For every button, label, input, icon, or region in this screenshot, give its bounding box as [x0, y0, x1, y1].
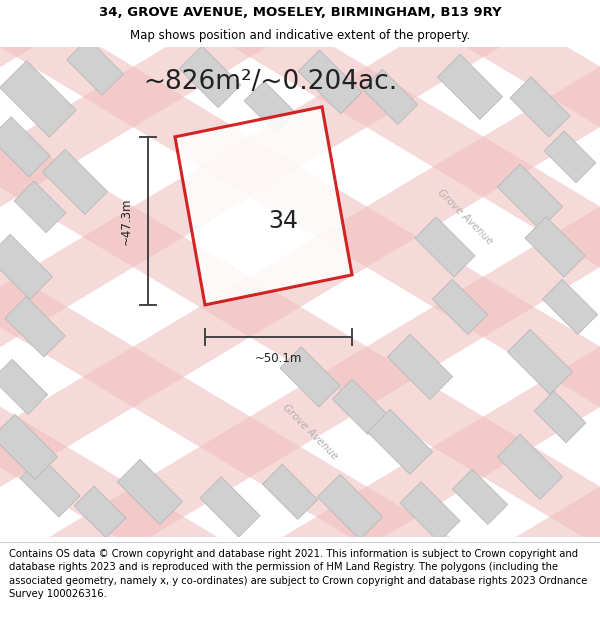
Text: Contains OS data © Crown copyright and database right 2021. This information is : Contains OS data © Crown copyright and d…	[9, 549, 587, 599]
Polygon shape	[298, 50, 362, 114]
Text: Grove Avenue: Grove Avenue	[436, 188, 494, 246]
Polygon shape	[437, 54, 503, 119]
Polygon shape	[497, 434, 563, 499]
Polygon shape	[544, 131, 596, 182]
Polygon shape	[0, 0, 600, 379]
Polygon shape	[332, 379, 388, 434]
Polygon shape	[0, 0, 600, 179]
Polygon shape	[0, 374, 600, 625]
Polygon shape	[0, 94, 600, 625]
Polygon shape	[415, 217, 475, 277]
Polygon shape	[0, 0, 600, 519]
Polygon shape	[534, 391, 586, 442]
Polygon shape	[317, 474, 383, 539]
Text: Grove Avenue: Grove Avenue	[280, 402, 340, 461]
Polygon shape	[0, 234, 600, 625]
Polygon shape	[67, 39, 123, 95]
Polygon shape	[43, 149, 107, 214]
Polygon shape	[525, 217, 585, 277]
Polygon shape	[433, 279, 488, 334]
Polygon shape	[0, 434, 600, 625]
Polygon shape	[0, 0, 600, 599]
Polygon shape	[497, 164, 563, 229]
Polygon shape	[0, 294, 600, 625]
Polygon shape	[400, 482, 460, 542]
Polygon shape	[175, 107, 352, 305]
Text: ~50.1m: ~50.1m	[255, 352, 302, 366]
Polygon shape	[0, 61, 76, 137]
Polygon shape	[362, 69, 418, 124]
Polygon shape	[0, 0, 600, 239]
Polygon shape	[0, 14, 600, 625]
Polygon shape	[0, 0, 600, 39]
Polygon shape	[262, 464, 317, 519]
Polygon shape	[0, 154, 600, 625]
Polygon shape	[200, 477, 260, 537]
Polygon shape	[0, 0, 600, 319]
Polygon shape	[0, 414, 58, 479]
Polygon shape	[0, 359, 47, 414]
Polygon shape	[452, 469, 508, 524]
Polygon shape	[0, 514, 600, 625]
Polygon shape	[0, 0, 600, 459]
Polygon shape	[388, 334, 452, 399]
Polygon shape	[0, 574, 600, 625]
Polygon shape	[118, 459, 182, 524]
Polygon shape	[508, 329, 572, 394]
Polygon shape	[74, 486, 126, 538]
Polygon shape	[367, 409, 433, 474]
Polygon shape	[179, 46, 241, 108]
Polygon shape	[244, 81, 296, 132]
Text: Map shows position and indicative extent of the property.: Map shows position and indicative extent…	[130, 29, 470, 42]
Polygon shape	[0, 117, 50, 177]
Polygon shape	[510, 77, 570, 137]
Polygon shape	[5, 297, 65, 357]
Text: 34: 34	[269, 209, 299, 233]
Polygon shape	[0, 234, 53, 299]
Polygon shape	[20, 457, 80, 517]
Polygon shape	[542, 279, 598, 334]
Polygon shape	[14, 181, 66, 232]
Polygon shape	[280, 347, 340, 407]
Text: 34, GROVE AVENUE, MOSELEY, BIRMINGHAM, B13 9RY: 34, GROVE AVENUE, MOSELEY, BIRMINGHAM, B…	[98, 6, 502, 19]
Text: ~47.3m: ~47.3m	[119, 197, 133, 244]
Text: ~826m²/~0.204ac.: ~826m²/~0.204ac.	[143, 69, 397, 95]
